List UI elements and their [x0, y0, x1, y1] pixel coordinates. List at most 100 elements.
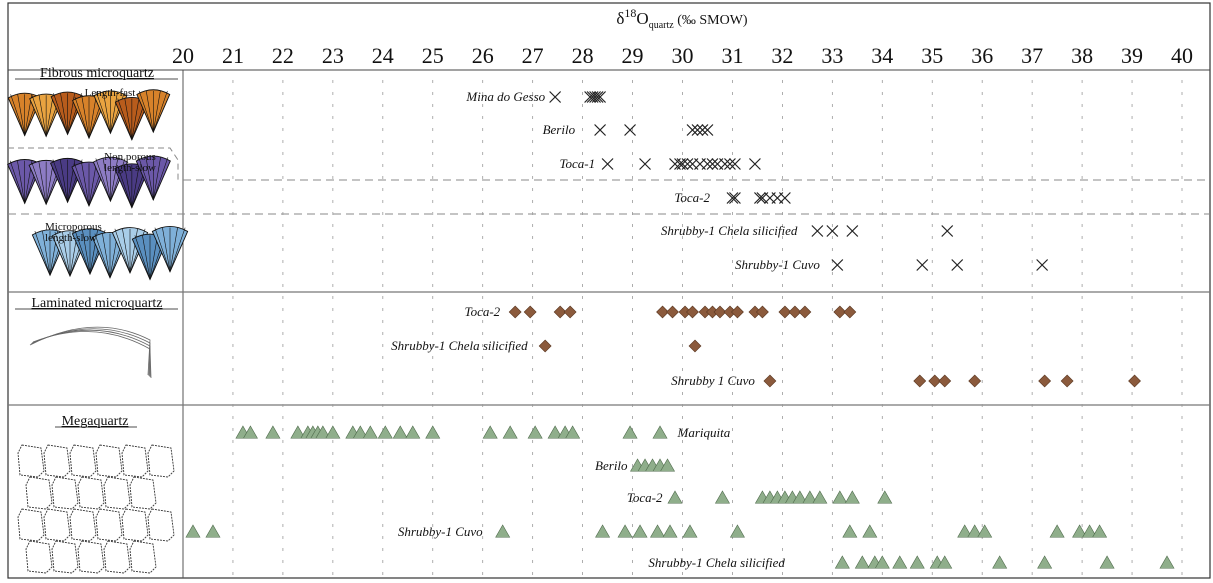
grain-outline: [25, 476, 53, 510]
diamond-marker: [913, 374, 927, 388]
diamond-marker: [563, 305, 577, 319]
x-tick-label: 26: [472, 43, 494, 68]
sample-label: Shrubby-1 Chela silicified: [391, 338, 528, 353]
fan-fiber: [152, 157, 161, 200]
diamond-marker: [833, 305, 847, 319]
triangle-marker: [834, 555, 850, 569]
fan-fiber: [17, 94, 26, 136]
fan-fiber: [82, 229, 91, 275]
x-tick-label: 33: [821, 43, 843, 68]
triangle-marker: [352, 425, 368, 439]
triangle-marker: [1082, 524, 1098, 538]
fan-fiber: [138, 157, 154, 201]
fan-fiber: [124, 98, 133, 140]
fan-fiber: [117, 98, 133, 140]
fan-fiber: [9, 160, 25, 204]
fan-fiber: [53, 93, 68, 135]
diamond-marker: [688, 339, 702, 353]
cross-marker: [941, 225, 954, 237]
grain-outline: [43, 444, 71, 478]
data-row: Toca-2: [627, 490, 893, 505]
cross-marker: [589, 91, 602, 103]
fan-fiber: [31, 161, 47, 205]
x-tick-label: 28: [572, 43, 594, 68]
fan-fiber: [59, 159, 68, 203]
data-row: Shrubby-1 Cuvo: [735, 257, 1049, 272]
fibrous-texture-icon: [7, 155, 171, 209]
triangle-marker: [392, 425, 408, 439]
fan-fiber: [31, 95, 47, 137]
data-row: Shrubby-1 Chela silicified: [391, 338, 702, 353]
subtype-separator: [8, 147, 179, 180]
x-tick-label: 31: [721, 43, 743, 68]
fan-fiber: [154, 227, 171, 272]
sample-label: Shrubby-1 Cuvo: [398, 524, 483, 539]
diamond-marker: [788, 305, 802, 319]
triangle-marker: [659, 458, 676, 472]
triangle-marker: [595, 524, 611, 538]
subtype-label: length-slow: [104, 162, 156, 174]
subtype-label: Microporous: [45, 221, 102, 233]
fan-fiber: [94, 233, 111, 278]
x-tick-label: 38: [1071, 43, 1093, 68]
group-title: Laminated microquartz: [32, 296, 163, 311]
triangle-marker: [909, 555, 925, 569]
triangle-marker: [632, 524, 648, 538]
diamond-marker: [508, 305, 522, 319]
cross-marker: [729, 192, 741, 204]
fan-fiber: [145, 157, 154, 200]
grain-outline: [129, 476, 157, 510]
triangle-marker: [682, 524, 698, 538]
diamond-marker: [523, 305, 537, 319]
triangle-marker: [205, 524, 221, 538]
cross-marker: [549, 91, 562, 103]
fan-fiber: [153, 157, 169, 201]
fan-fiber: [74, 163, 90, 207]
data-row: Shrubby 1 Cuvo: [671, 373, 1141, 388]
group-title: Megaquartz: [62, 414, 129, 429]
triangle-marker: [1072, 524, 1088, 538]
triangle-marker: [325, 425, 341, 439]
triangle-marker: [844, 490, 860, 504]
grain-outline: [147, 444, 175, 478]
cross-marker: [778, 192, 791, 204]
diamond-marker: [686, 305, 699, 319]
diamond-marker: [1128, 374, 1141, 388]
grain-outline: [129, 540, 157, 574]
cross-marker: [846, 225, 859, 237]
x-tick-label: 25: [422, 43, 444, 68]
triangle-marker: [874, 555, 890, 569]
fan-fiber: [38, 161, 47, 205]
x-tick-label: 35: [921, 43, 943, 68]
cross-marker: [676, 158, 689, 170]
data-row: Berilo: [543, 122, 714, 137]
cross-marker: [686, 124, 699, 136]
fan-fiber: [124, 164, 133, 208]
triangle-marker: [495, 524, 511, 538]
fan-fiber: [60, 93, 68, 135]
subtype-label: Non porous: [104, 151, 156, 163]
fan-fiber: [88, 96, 97, 139]
diamond-marker: [538, 339, 552, 353]
triangle-marker: [862, 524, 878, 538]
cross-marker: [729, 158, 741, 170]
fan-fiber: [74, 96, 90, 139]
triangle-marker: [812, 490, 828, 504]
grain-outline: [121, 508, 149, 542]
fan-fiber: [17, 160, 26, 204]
data-row: Shrubby-1 Chela silicified: [661, 223, 954, 238]
triangle-marker: [842, 524, 858, 538]
sample-label: Toca-2: [674, 190, 710, 205]
lamina-line: [31, 329, 151, 377]
fan-fiber: [52, 159, 68, 203]
fan-fiber: [45, 161, 54, 205]
sample-label: Shrubby 1 Cuvo: [671, 373, 755, 388]
fan-fiber: [122, 228, 131, 273]
triangle-marker: [892, 555, 908, 569]
fan-fiber: [169, 227, 186, 272]
cross-marker: [826, 225, 839, 237]
triangle-marker: [877, 490, 893, 504]
cross-marker: [831, 259, 844, 271]
cross-marker: [753, 192, 766, 204]
